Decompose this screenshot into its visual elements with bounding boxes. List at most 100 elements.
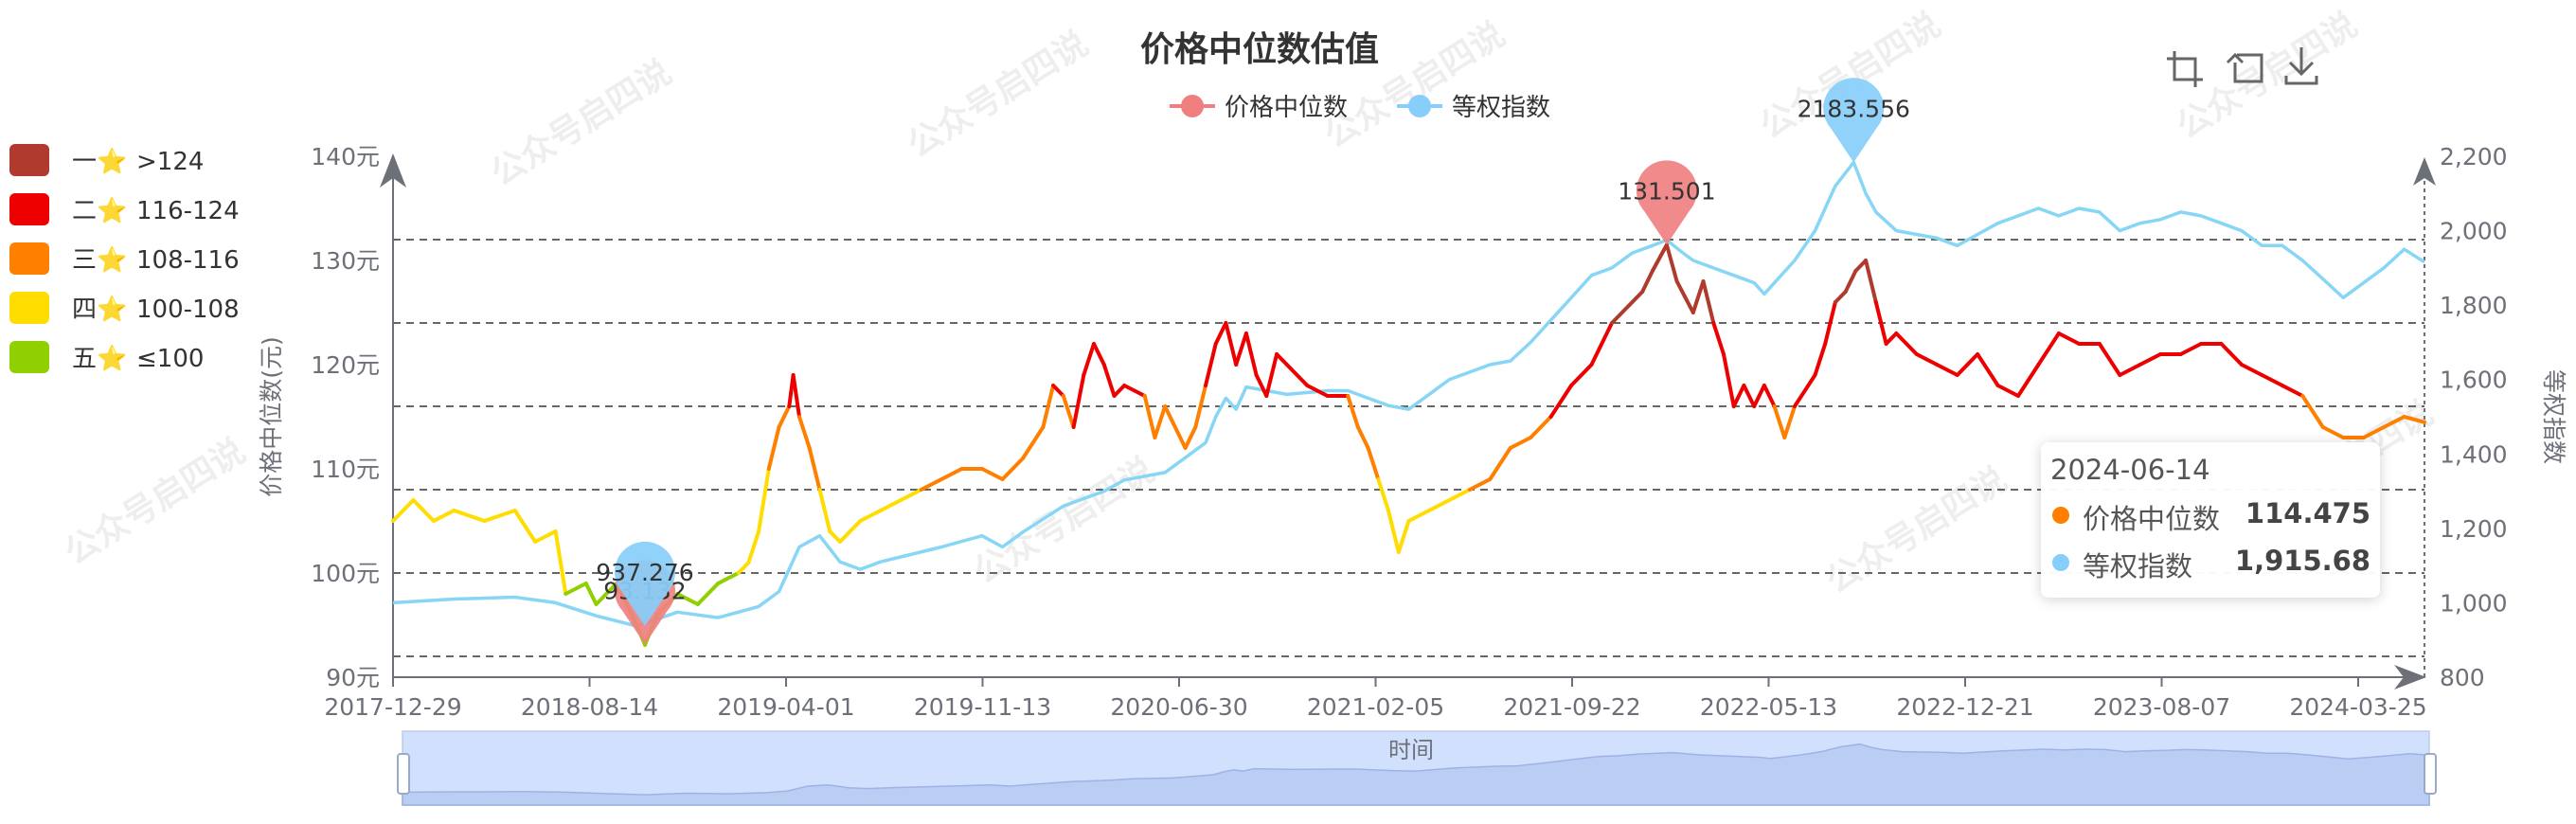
mark-point-label: 2183.556 — [1798, 95, 1910, 122]
series-segment-price-median — [736, 561, 751, 575]
visual-map-range: >124 — [136, 148, 204, 176]
y-axis-left-arrow — [380, 153, 406, 188]
series-segment-price-median — [1366, 446, 1381, 481]
series-segment-price-median — [837, 519, 863, 544]
data-zoom-handle-left[interactable] — [397, 753, 410, 795]
tooltip-value: 114.475 — [2245, 497, 2370, 529]
series-segment-price-median — [1488, 446, 1512, 481]
series-segment-price-median — [878, 498, 903, 512]
series-segment-price-median — [1082, 342, 1096, 377]
x-tick-label: 2019-11-13 — [914, 693, 1051, 721]
series-segment-price-median — [1355, 425, 1370, 450]
zoom-select-icon — [2167, 51, 2203, 87]
series-segment-price-median — [1406, 509, 1431, 523]
watermark-text: 公众号启四说 — [58, 432, 252, 573]
series-segment-price-median — [1508, 436, 1533, 450]
series-segment-price-median — [1529, 415, 1553, 439]
series-segment-price-median — [2138, 352, 2163, 367]
series-segment-price-median — [1690, 279, 1706, 314]
y-left-axis-title: 价格中位数(元) — [258, 336, 285, 497]
mark-point-pin — [1636, 160, 1697, 245]
visual-map-label: 四⭐ — [72, 295, 127, 324]
visual-map-label: 一⭐ — [72, 147, 127, 176]
zoom-reset-icon — [2226, 52, 2263, 83]
y-right-tick-label: 1,600 — [2440, 367, 2508, 394]
tooltip-row: 价格中位数 114.475 — [2052, 495, 2370, 535]
series-segment-price-median — [1894, 331, 1919, 356]
visual-map-range: 100-108 — [136, 296, 240, 324]
series-segment-price-median — [1386, 509, 1401, 554]
series-segment-price-median — [746, 529, 761, 564]
y-left-tick-label: 110元 — [311, 456, 380, 483]
visual-map-label: 三⭐ — [72, 245, 127, 275]
y-axis-right-arrow — [2413, 157, 2436, 186]
series-segment-price-median — [1955, 352, 1980, 377]
series-segment-price-median — [1224, 321, 1239, 367]
series-segment-price-median — [2320, 425, 2346, 439]
series-segment-price-median — [807, 446, 822, 492]
chart-title: 价格中位数估值 — [1140, 30, 1379, 69]
series-segment-price-median — [1112, 384, 1127, 398]
tooltip-date: 2024-06-14 — [2050, 454, 2210, 486]
y-right-tick-label: 2,200 — [2440, 143, 2508, 170]
y-right-tick-label: 2,000 — [2440, 218, 2508, 245]
save-image-icon — [2284, 47, 2318, 85]
series-segment-price-median — [1762, 384, 1777, 408]
series-segment-price-median — [899, 488, 923, 502]
visual-map-label: 五⭐ — [72, 344, 127, 373]
series-segment-price-median — [1914, 352, 1940, 367]
series-segment-price-median — [1234, 331, 1248, 367]
series-segment-price-median — [1873, 300, 1888, 346]
series-segment-price-median — [1122, 384, 1147, 398]
series-segment-price-median — [1275, 352, 1289, 367]
series-segment-price-median — [919, 477, 944, 492]
series-segment-price-median — [1243, 331, 1259, 377]
series-segment-price-median — [1976, 352, 2000, 387]
series-segment-price-median — [1284, 363, 1310, 387]
series-segment-price-median — [2402, 415, 2426, 424]
series-segment-price-median — [2178, 342, 2204, 356]
series-segment-price-median — [828, 529, 842, 544]
series-segment-price-median — [1092, 342, 1106, 367]
series-segment-price-median — [1051, 384, 1065, 398]
mark-point-label: 131.501 — [1618, 177, 1715, 205]
visual-map-label: 二⭐ — [72, 196, 127, 225]
y-right-tick-label: 1,000 — [2440, 589, 2508, 617]
series-segment-price-median — [1722, 352, 1736, 408]
x-axis-arrow — [2394, 665, 2426, 690]
tooltip: 2024-06-14 价格中位数 114.475 等权指数 1,915.68 — [2041, 442, 2380, 598]
series-segment-price-median — [2239, 363, 2264, 377]
series-segment-price-median — [1772, 404, 1787, 439]
y-right-tick-label: 1,200 — [2440, 515, 2508, 543]
tooltip-marker — [2052, 507, 2069, 524]
tooltip-row: 等权指数 1,915.68 — [2052, 543, 2370, 582]
legend-label: 等权指数 — [1452, 94, 1550, 122]
series-segment-price-median — [1000, 457, 1025, 481]
series-segment-price-median — [1213, 321, 1228, 346]
series-segment-price-median — [1995, 384, 2020, 398]
series-segment-price-median — [1447, 488, 1472, 502]
series-segment-price-median — [1650, 242, 1669, 273]
series-segment-price-median — [695, 582, 721, 606]
series-segment-price-median — [675, 592, 700, 606]
x-tick-label: 2017-12-29 — [324, 693, 461, 721]
visual-map-swatch — [9, 292, 49, 324]
series-segment-price-median — [791, 373, 801, 419]
series-segment-price-median — [594, 582, 618, 606]
x-tick-label: 2022-05-13 — [1700, 693, 1837, 721]
x-tick-label: 2022-12-21 — [1896, 693, 2033, 721]
tooltip-series-name: 等权指数 — [2083, 550, 2193, 582]
series-segment-price-median — [1204, 342, 1218, 387]
series-segment-price-median — [1782, 404, 1797, 439]
data-zoom-label: 时间 — [1388, 737, 1434, 763]
series-segment-price-median — [1843, 269, 1858, 294]
y-left-tick-label: 100元 — [311, 560, 380, 587]
series-segment-price-median — [482, 509, 517, 523]
mark-point-label: 937.276 — [596, 559, 693, 586]
series-segment-price-median — [411, 498, 436, 523]
data-zoom-handle-right[interactable] — [2424, 753, 2437, 795]
x-tick-label: 2021-02-05 — [1307, 693, 1444, 721]
series-segment-price-median — [391, 498, 416, 523]
series-segment-price-median — [1864, 259, 1878, 304]
